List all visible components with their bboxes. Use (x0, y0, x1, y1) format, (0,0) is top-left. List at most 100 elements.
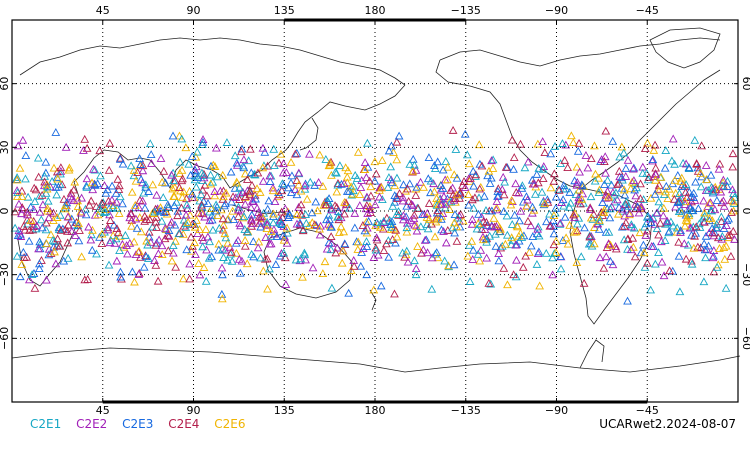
observation-triangle (292, 210, 302, 219)
observation-triangle (266, 171, 276, 180)
right-tick-label: −60 (740, 327, 750, 350)
observation-triangle (59, 256, 69, 265)
observation-triangle (280, 204, 290, 213)
observation-triangle (580, 223, 589, 232)
observation-triangle (577, 194, 587, 203)
observation-triangle (313, 206, 322, 215)
observation-triangle (386, 219, 396, 228)
observation-triangle (464, 200, 473, 209)
observation-triangle (29, 205, 39, 214)
observation-triangle (97, 198, 107, 207)
observation-triangle (232, 160, 242, 169)
observation-triangle (467, 236, 477, 245)
observation-triangle (390, 289, 399, 298)
observation-triangle (614, 202, 624, 211)
observation-triangle (147, 158, 156, 167)
observation-triangle (202, 191, 212, 200)
observation-triangle (82, 182, 92, 191)
observation-triangle (286, 188, 296, 197)
observation-triangle (429, 179, 438, 188)
observation-triangle (46, 249, 56, 257)
observation-triangle (604, 227, 614, 236)
observation-triangle (647, 241, 657, 250)
left-tick-label: 30 (0, 140, 11, 154)
observation-triangle (157, 250, 167, 258)
observation-triangle (207, 215, 217, 224)
observation-triangle (103, 223, 113, 232)
observation-triangle (619, 221, 629, 230)
observation-triangle (599, 207, 608, 216)
observation-triangle (330, 167, 340, 176)
observation-triangle (342, 172, 352, 181)
observation-triangle (247, 210, 257, 219)
observation-triangle (522, 192, 531, 201)
observation-triangle (82, 174, 92, 183)
observation-triangle (575, 167, 584, 176)
observation-triangle (238, 213, 248, 222)
observation-triangle (649, 145, 659, 154)
observation-triangle (321, 200, 331, 209)
observation-triangle (611, 244, 621, 253)
observation-triangle (534, 231, 544, 240)
observation-triangle (221, 233, 231, 242)
observation-triangle (612, 195, 622, 204)
observation-triangle (700, 217, 709, 226)
observation-triangle (572, 177, 582, 186)
observation-triangle (362, 201, 372, 209)
observation-triangle (175, 157, 185, 166)
observation-triangle (108, 203, 118, 211)
observation-triangle (517, 233, 527, 241)
observation-triangle (661, 181, 671, 190)
observation-triangle (608, 136, 618, 145)
observation-triangle (483, 171, 492, 180)
observation-triangle (482, 217, 491, 226)
observation-triangle (159, 208, 169, 216)
observation-triangle (142, 215, 152, 223)
observation-triangle (140, 216, 150, 225)
observation-triangle (216, 205, 226, 214)
observation-triangle (702, 175, 711, 183)
observation-triangle (136, 160, 146, 168)
observation-triangle (14, 226, 24, 235)
observation-triangle (481, 206, 491, 214)
observation-triangle (603, 175, 612, 184)
observation-triangle (625, 208, 635, 217)
observation-triangle (84, 222, 93, 231)
observation-triangle (279, 180, 289, 189)
observation-triangle (17, 191, 27, 200)
observation-triangle (201, 276, 211, 285)
observation-triangle (579, 182, 588, 191)
observation-triangle (63, 212, 73, 221)
observation-triangle (135, 213, 145, 221)
observation-triangle (427, 219, 436, 228)
observation-triangle (392, 155, 402, 164)
observation-triangle (496, 224, 505, 233)
observation-triangle (79, 146, 88, 154)
observation-triangle (357, 247, 367, 256)
observation-triangle (14, 199, 24, 208)
observation-triangle (408, 166, 418, 175)
top-tick-label: −45 (636, 4, 659, 17)
observation-triangle (225, 242, 235, 251)
observation-triangle (493, 186, 503, 195)
observation-triangle (460, 183, 470, 192)
observation-triangle (404, 196, 414, 205)
observation-triangle (693, 242, 703, 251)
observation-triangle (636, 194, 645, 203)
observation-triangle (308, 263, 318, 272)
observation-triangle (42, 206, 52, 215)
observation-triangle (470, 193, 480, 202)
observation-triangle (277, 186, 287, 195)
observation-triangle (440, 256, 450, 265)
observation-triangle (265, 171, 275, 180)
legend-item-c2e4: C2E4 (168, 417, 200, 431)
observation-triangle (365, 176, 375, 185)
observation-triangle (676, 196, 686, 205)
observation-triangle (574, 138, 584, 147)
observation-triangle (715, 159, 725, 168)
observation-triangle (532, 259, 542, 268)
observation-triangle (484, 166, 494, 175)
observation-triangle (181, 219, 191, 228)
observation-triangle (589, 239, 599, 248)
observation-triangle (583, 163, 593, 172)
